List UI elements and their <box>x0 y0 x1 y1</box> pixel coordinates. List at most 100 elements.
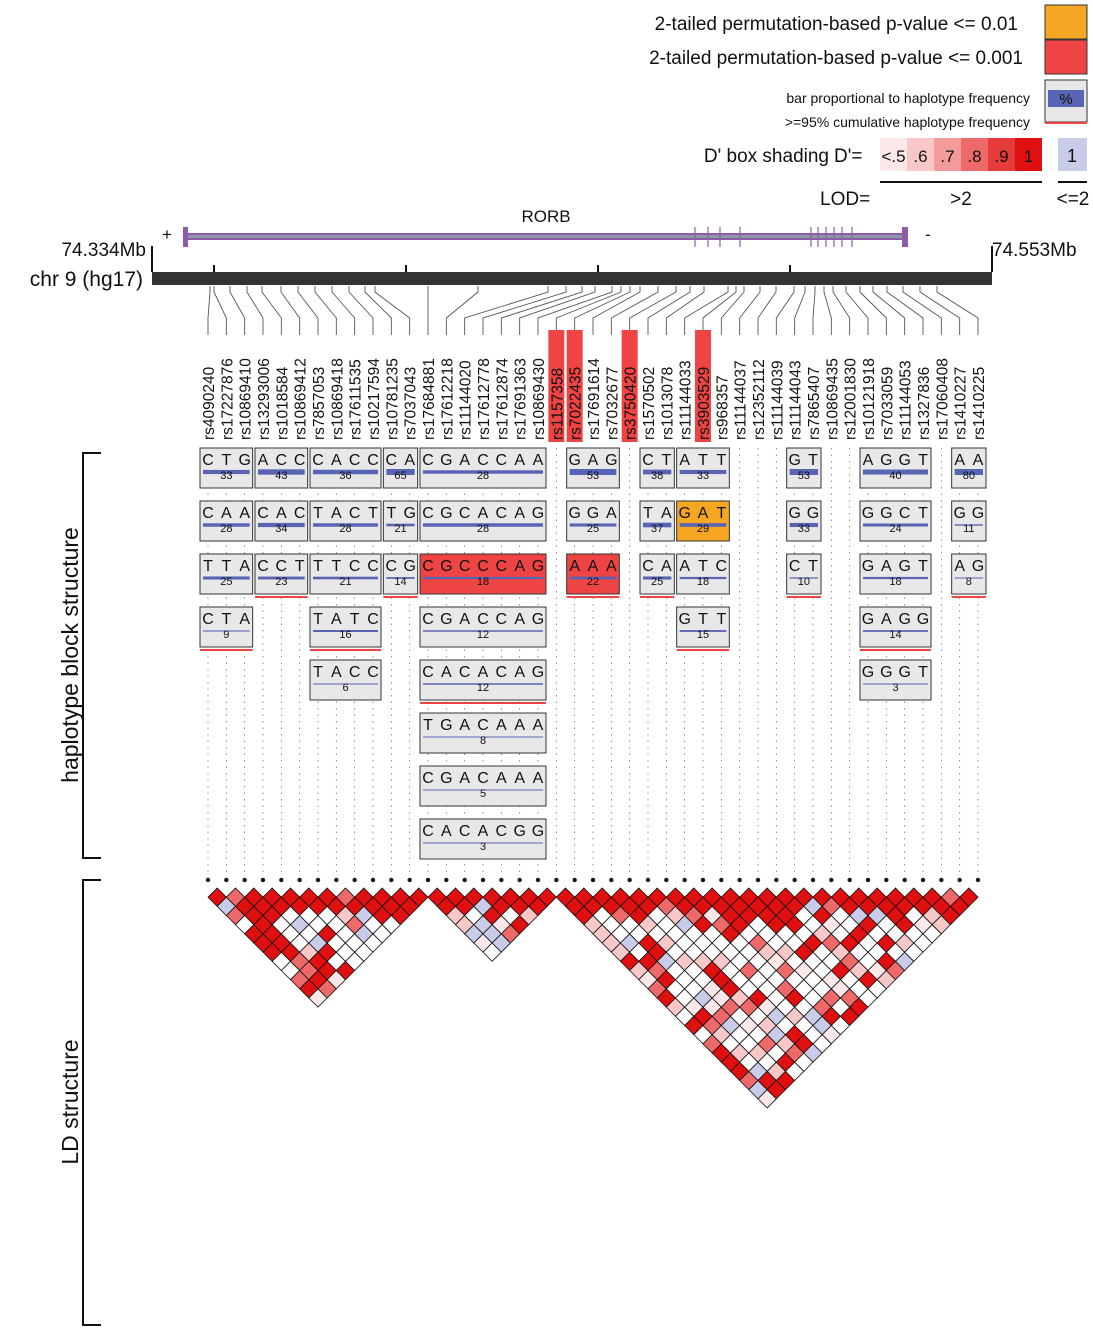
snp-name: rs7865407 <box>806 367 823 440</box>
frequency-bar <box>313 523 378 527</box>
allele: T <box>918 505 928 522</box>
allele: G <box>440 558 452 575</box>
snp-name: rs968357 <box>714 375 731 440</box>
snp-connector <box>665 286 705 335</box>
frequency-label: 33 <box>697 470 709 482</box>
snp-name: rs10869430 <box>531 358 548 440</box>
snp-name: rs17684881 <box>421 358 438 440</box>
legend-lod-low-swatch <box>1058 138 1087 171</box>
snp-connector <box>702 286 737 335</box>
frequency-label: 43 <box>275 470 287 482</box>
allele: A <box>533 452 544 469</box>
allele: A <box>973 452 984 469</box>
snp-name: rs10869412 <box>293 358 310 440</box>
snp-dot <box>370 877 376 883</box>
snp-connector <box>482 286 567 335</box>
allele: G <box>403 558 415 575</box>
haplotype-box <box>199 447 254 489</box>
haplotype-box <box>199 553 254 595</box>
gene-strand-plus: + <box>162 225 172 244</box>
frequency-bar <box>386 523 415 527</box>
snp-connector <box>246 286 264 335</box>
snp-connector <box>757 286 777 335</box>
gene-strand-minus: - <box>925 225 931 244</box>
snp-dot <box>224 877 229 883</box>
allele: A <box>276 505 287 522</box>
dprime-shade-label: .7 <box>940 147 954 166</box>
gene-end-cap <box>902 227 908 247</box>
legend-lod-low-label: <=2 <box>1057 189 1090 210</box>
allele: G <box>605 452 617 469</box>
frequency-bar <box>423 842 543 844</box>
allele: G <box>880 664 892 681</box>
allele: C <box>367 611 379 628</box>
allele: T <box>698 558 708 575</box>
ld-cell <box>409 887 429 907</box>
snp-dot <box>865 877 871 883</box>
snp-dot <box>535 877 541 883</box>
allele: T <box>918 558 928 575</box>
snp-name: rs4090240 <box>201 366 218 440</box>
allele: A <box>404 452 415 469</box>
allele: G <box>440 770 452 787</box>
legend-bar-label: bar proportional to haplotype frequency <box>786 90 1030 106</box>
frequency-label: 18 <box>697 576 709 588</box>
haplotype-box <box>859 447 932 489</box>
allele: T <box>918 664 928 681</box>
allele: A <box>514 664 525 681</box>
allele: C <box>642 452 654 469</box>
frequency-label: 25 <box>220 576 232 588</box>
allele: C <box>496 611 508 628</box>
snp-connectors <box>207 286 979 335</box>
haplotype-box <box>419 765 547 807</box>
legend-shading-label: D' box shading <box>704 146 829 167</box>
allele: T <box>716 452 726 469</box>
allele: G <box>532 505 544 522</box>
snp-dot <box>352 877 357 883</box>
haplotype-box <box>951 553 987 595</box>
haplotype-box <box>566 447 620 489</box>
frequency-bar <box>789 522 818 528</box>
snp-dot <box>279 877 284 883</box>
allele: T <box>313 611 323 628</box>
frequency-bar <box>313 683 378 685</box>
frequency-label: 6 <box>342 682 348 694</box>
frequency-label: 53 <box>798 470 810 482</box>
allele: T <box>661 452 671 469</box>
frequency-label: 25 <box>587 523 599 535</box>
allele: G <box>532 664 544 681</box>
allele: A <box>661 505 672 522</box>
allele: C <box>642 558 654 575</box>
frequency-label: 36 <box>339 470 351 482</box>
haplotype-box <box>639 500 675 542</box>
allele: G <box>440 452 452 469</box>
dprime-shade-swatch <box>961 138 988 171</box>
allele: C <box>349 558 361 575</box>
frequency-bar <box>863 469 928 475</box>
frequency-bar <box>643 469 672 475</box>
snp-connector <box>794 286 806 335</box>
snp-dot <box>554 877 559 883</box>
snp-dot <box>957 877 962 883</box>
haplotype-box <box>786 447 822 489</box>
snp-connector <box>832 286 851 335</box>
frequency-bar <box>203 576 250 580</box>
allele: G <box>513 823 525 840</box>
allele: C <box>716 558 728 575</box>
dprime-shade-label: .9 <box>994 147 1008 166</box>
snp-dot <box>242 877 247 883</box>
allele: C <box>477 558 489 575</box>
allele: G <box>862 505 874 522</box>
snp-name: rs11144043 <box>788 360 805 440</box>
snp-dot <box>627 877 632 883</box>
snp-dot <box>205 877 211 883</box>
snp-name: rs17611535 <box>348 359 365 440</box>
allele: A <box>881 558 892 575</box>
allele: A <box>679 452 690 469</box>
frequency-bar <box>203 469 250 475</box>
haplotype-box <box>859 553 932 595</box>
chrom-label: chr 9 (hg17) <box>30 268 143 291</box>
allele: C <box>496 823 508 840</box>
frequency-bar <box>258 469 305 475</box>
snp-connector <box>331 286 356 335</box>
